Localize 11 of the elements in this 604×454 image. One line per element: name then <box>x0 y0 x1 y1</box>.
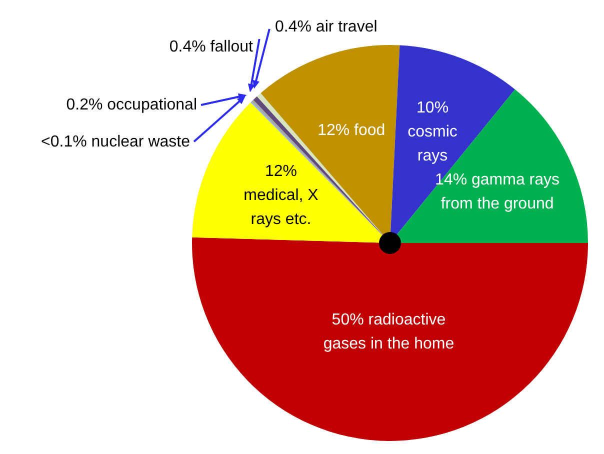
data-label: 12% <box>264 163 298 180</box>
slice-label: 0.4% air travel <box>275 18 378 36</box>
slice-label: 50% radioactive gases in the home <box>323 311 454 352</box>
data-label: 10% <box>416 99 449 116</box>
slice-label: 12% food <box>318 122 386 140</box>
slice-label: cosmic rays <box>408 123 458 164</box>
slice-label: medical, X rays etc. <box>244 187 319 228</box>
slice-label: 0.4% fallout <box>169 38 254 56</box>
slice-label: <0.1% nuclear waste <box>41 133 190 150</box>
slice-label: 0.2% occupational <box>66 96 197 114</box>
slice-label: 14% gamma rays from the ground <box>435 171 560 212</box>
